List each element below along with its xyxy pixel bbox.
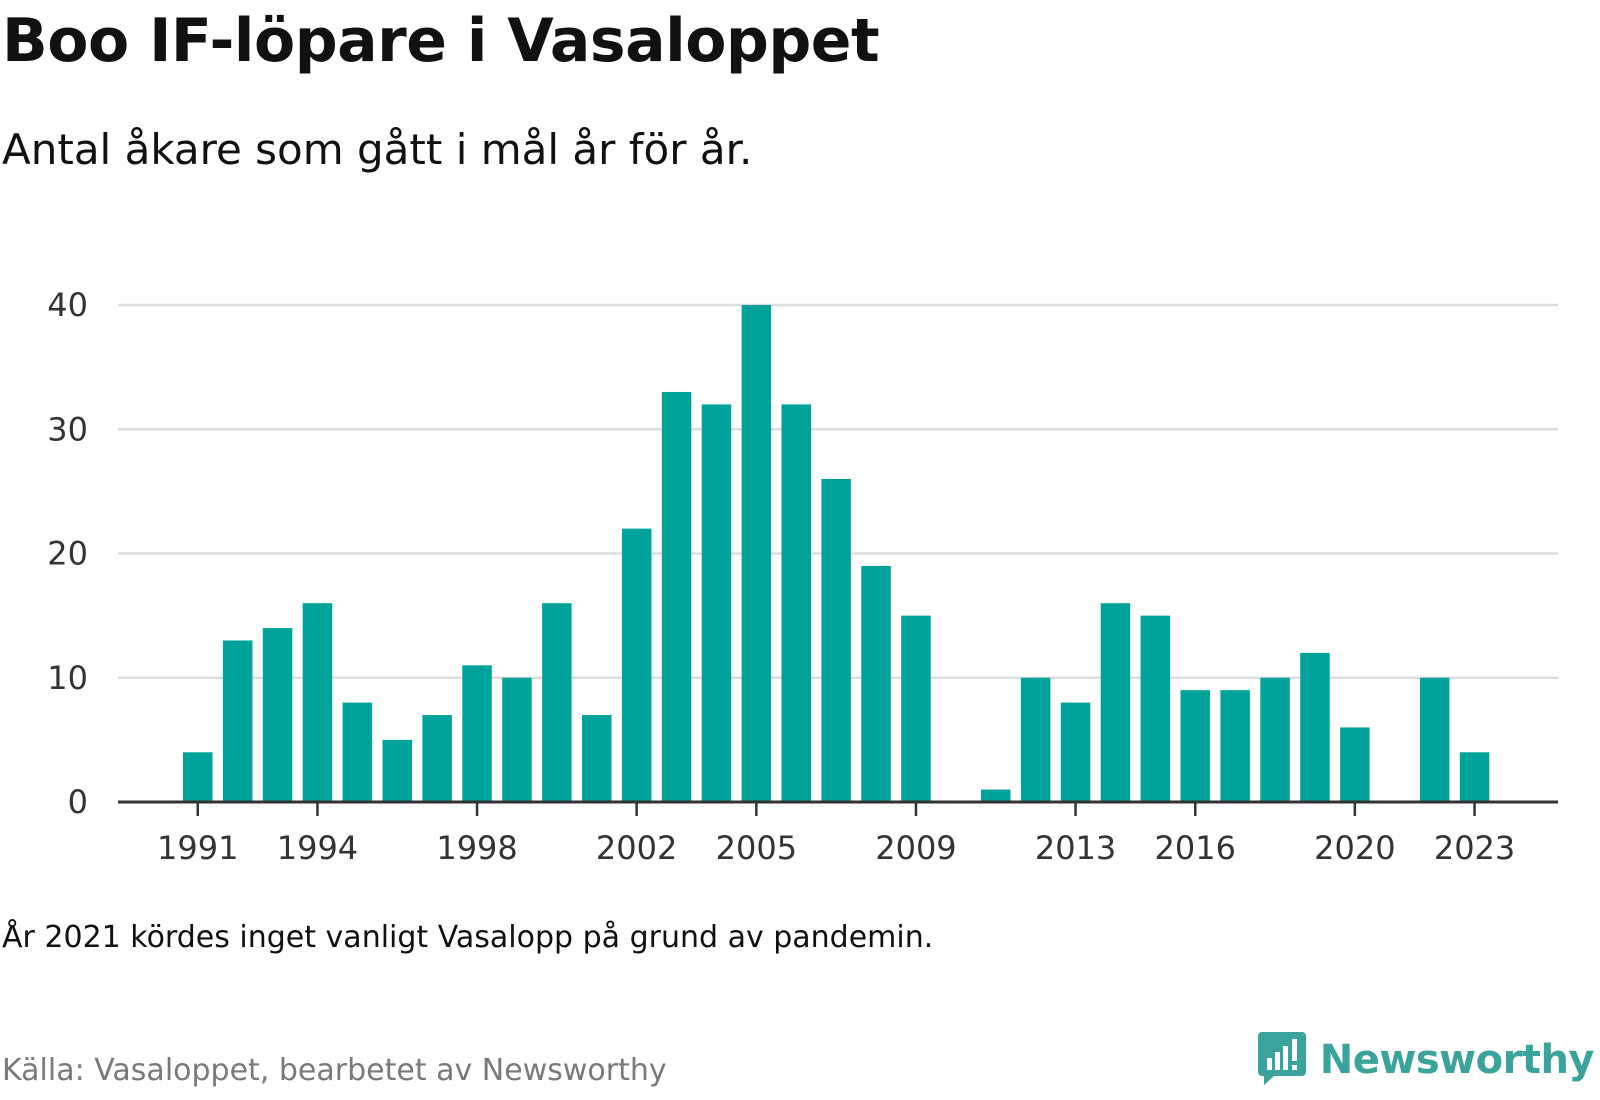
bar-2020 [1340, 727, 1370, 802]
bar-1992 [222, 640, 253, 802]
x-tick-label: 2002 [596, 829, 677, 867]
x-tick-label: 2016 [1155, 829, 1236, 867]
bar-1994 [302, 603, 333, 802]
bar-1996 [382, 739, 412, 802]
x-tick-label: 2005 [716, 829, 797, 867]
bar-2001 [582, 715, 612, 802]
x-tick-label: 1998 [436, 829, 517, 867]
bar-2014 [1100, 603, 1131, 802]
bar-2000 [542, 603, 572, 802]
x-tick-label: 1994 [277, 829, 358, 867]
bar-2016 [1180, 690, 1210, 802]
x-tick-label: 2009 [875, 829, 956, 867]
x-tick-label: 1991 [157, 829, 238, 867]
bar-1999 [502, 677, 532, 802]
bar-2013 [1060, 702, 1091, 802]
bar-1991 [183, 752, 213, 802]
y-tick-label: 40 [47, 286, 88, 324]
x-tick-label: 2020 [1314, 829, 1395, 867]
source-credit: Källa: Vasaloppet, bearbetet av Newswort… [2, 1053, 667, 1088]
bar-2005 [741, 305, 772, 802]
bar-1997 [422, 715, 452, 802]
bar-2004 [701, 404, 732, 802]
y-tick-label: 30 [47, 410, 88, 448]
brand-logo: Newsworthy [1256, 1030, 1595, 1090]
chart-subtitle: Antal åkare som gått i mål år för år. [2, 125, 753, 174]
bar-2011 [981, 789, 1011, 802]
x-tick-label: 2023 [1434, 829, 1515, 867]
x-axis-labels: 1991 1994 1998 2002 2005 2009 2013 2016 2020 2023 [157, 829, 1515, 867]
bar-2022 [1419, 677, 1450, 802]
y-axis-labels: 0 10 20 30 40 [47, 286, 88, 821]
bar-2023 [1459, 752, 1490, 802]
bar-2018 [1260, 677, 1290, 802]
bars [183, 305, 1490, 802]
bar-2015 [1140, 615, 1171, 802]
bar-2007 [821, 478, 851, 802]
bar-2008 [861, 565, 891, 802]
newsworthy-logo-icon [1256, 1030, 1308, 1090]
bar-1993 [262, 628, 293, 802]
bar-1998 [462, 665, 492, 802]
bar-2017 [1220, 690, 1250, 802]
x-tick-label: 2013 [1035, 829, 1116, 867]
bar-2019 [1300, 652, 1330, 802]
bar-2006 [781, 404, 811, 802]
bar-2002 [621, 528, 652, 802]
y-tick-label: 0 [68, 783, 88, 821]
x-axis [118, 800, 1558, 816]
bar-2009 [901, 615, 931, 802]
y-tick-label: 10 [47, 659, 88, 697]
chart-title: Boo IF-löpare i Vasaloppet [2, 6, 880, 76]
brand-name: Newsworthy [1319, 1037, 1595, 1083]
y-tick-label: 20 [47, 535, 88, 573]
bar-2003 [661, 391, 692, 802]
bar-2012 [1020, 677, 1051, 802]
chart-note: År 2021 kördes inget vanligt Vasalopp på… [2, 920, 934, 955]
bar-1995 [342, 702, 373, 802]
